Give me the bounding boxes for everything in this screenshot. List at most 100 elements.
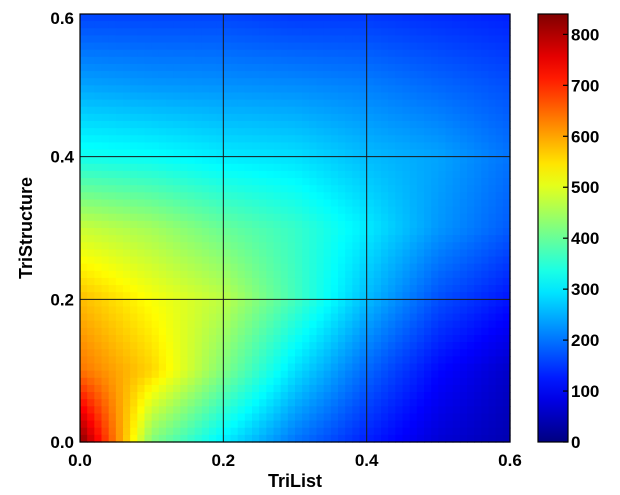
heatmap-cell bbox=[216, 434, 224, 443]
heatmap-cell bbox=[173, 285, 181, 293]
heatmap-cell bbox=[137, 406, 146, 415]
heatmap-cell bbox=[158, 92, 167, 101]
heatmap-cell bbox=[416, 363, 425, 372]
heatmap-cell bbox=[201, 170, 210, 179]
heatmap-cell bbox=[244, 363, 253, 372]
heatmap-cell bbox=[158, 121, 167, 129]
heatmap-cell bbox=[87, 249, 95, 258]
heatmap-cell bbox=[424, 85, 432, 94]
heatmap-cell bbox=[416, 42, 425, 51]
heatmap-cell bbox=[123, 170, 131, 179]
heatmap-cell bbox=[94, 342, 103, 350]
heatmap-cell bbox=[166, 313, 174, 322]
heatmap-cell bbox=[280, 228, 289, 236]
heatmap-cell bbox=[273, 299, 282, 308]
heatmap-cell bbox=[101, 49, 110, 58]
heatmap-cell bbox=[216, 56, 224, 65]
heatmap-cell bbox=[359, 135, 368, 143]
heatmap-cell bbox=[230, 434, 239, 443]
heatmap-cell bbox=[115, 434, 124, 443]
heatmap-cell bbox=[252, 220, 260, 229]
heatmap-cell bbox=[266, 384, 275, 393]
heatmap-cell bbox=[94, 14, 103, 22]
heatmap-cell bbox=[388, 335, 396, 343]
heatmap-cell bbox=[180, 78, 189, 86]
heatmap-cell bbox=[474, 21, 482, 29]
heatmap-cell bbox=[194, 99, 203, 108]
heatmap-cell bbox=[302, 163, 310, 172]
heatmap-cell bbox=[173, 170, 181, 179]
heatmap-cell bbox=[173, 370, 181, 379]
heatmap-cell bbox=[345, 335, 353, 343]
heatmap-cell bbox=[94, 42, 103, 51]
heatmap-cell bbox=[287, 28, 296, 36]
heatmap-cell bbox=[309, 21, 318, 29]
heatmap-cell bbox=[323, 220, 332, 229]
heatmap-cell bbox=[252, 213, 260, 222]
heatmap-cell bbox=[80, 363, 88, 372]
heatmap-cell bbox=[381, 185, 389, 193]
heatmap-cell bbox=[359, 192, 368, 201]
heatmap-cell bbox=[345, 14, 353, 22]
heatmap-cell bbox=[223, 163, 232, 172]
heatmap-cell bbox=[237, 420, 246, 429]
heatmap-cell bbox=[115, 370, 124, 379]
heatmap-cell bbox=[424, 377, 432, 386]
heatmap-cell bbox=[223, 427, 232, 436]
heatmap-cell bbox=[295, 135, 303, 143]
colorbar-tick-label: 400 bbox=[571, 229, 599, 248]
heatmap-cell bbox=[316, 427, 325, 436]
heatmap-cell bbox=[445, 342, 454, 350]
heatmap-cell bbox=[166, 56, 174, 65]
heatmap-cell bbox=[366, 49, 375, 58]
heatmap-cell bbox=[166, 128, 174, 136]
heatmap-cell bbox=[194, 342, 203, 350]
heatmap-cell bbox=[402, 113, 411, 122]
heatmap-cell bbox=[302, 220, 310, 229]
heatmap-cell bbox=[295, 56, 303, 65]
heatmap-cell bbox=[352, 399, 361, 407]
heatmap-cell bbox=[94, 85, 103, 94]
heatmap-cell bbox=[158, 285, 167, 293]
heatmap-cell bbox=[366, 21, 375, 29]
heatmap-cell bbox=[244, 242, 253, 250]
heatmap-cell bbox=[395, 406, 404, 415]
heatmap-cell bbox=[431, 142, 439, 151]
heatmap-cell bbox=[137, 263, 146, 272]
heatmap-cell bbox=[302, 235, 310, 243]
heatmap-cell bbox=[295, 106, 303, 115]
heatmap-cell bbox=[115, 384, 124, 393]
heatmap-cell bbox=[295, 270, 303, 279]
heatmap-cell bbox=[209, 399, 217, 407]
heatmap-cell bbox=[137, 14, 146, 22]
heatmap-cell bbox=[302, 71, 310, 79]
heatmap-cell bbox=[373, 370, 382, 379]
heatmap-cell bbox=[87, 78, 95, 86]
heatmap-cell bbox=[87, 342, 95, 350]
heatmap-cell bbox=[416, 313, 425, 322]
heatmap-cell bbox=[395, 156, 404, 165]
heatmap-cell bbox=[187, 206, 196, 215]
heatmap-cell bbox=[108, 135, 117, 143]
heatmap-cell bbox=[80, 370, 88, 379]
heatmap-cell bbox=[359, 335, 368, 343]
heatmap-cell bbox=[209, 392, 217, 400]
heatmap-cell bbox=[194, 299, 203, 308]
heatmap-cell bbox=[130, 63, 138, 72]
heatmap-cell bbox=[144, 292, 153, 300]
heatmap-cell bbox=[94, 434, 103, 443]
heatmap-cell bbox=[330, 170, 339, 179]
heatmap-cell bbox=[302, 384, 310, 393]
heatmap-cell bbox=[338, 270, 346, 279]
heatmap-cell bbox=[481, 99, 490, 108]
heatmap-cell bbox=[216, 427, 224, 436]
heatmap-cell bbox=[287, 420, 296, 429]
heatmap-cell bbox=[252, 249, 260, 258]
heatmap-cell bbox=[137, 306, 146, 315]
heatmap-cell bbox=[481, 263, 490, 272]
heatmap-cell bbox=[187, 399, 196, 407]
heatmap-cell bbox=[252, 277, 260, 286]
heatmap-cell bbox=[395, 78, 404, 86]
heatmap-cell bbox=[373, 170, 382, 179]
heatmap-cell bbox=[445, 78, 454, 86]
